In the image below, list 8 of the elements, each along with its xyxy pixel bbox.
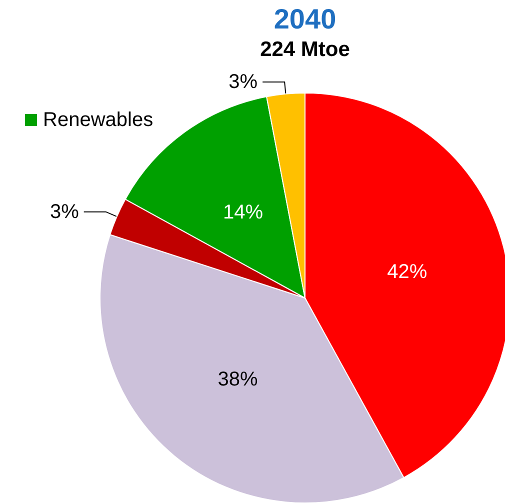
legend-label: Renewables [43, 109, 154, 131]
data-label: 42% [387, 260, 428, 283]
data-label: 38% [218, 368, 258, 390]
data-label: 14% [222, 202, 264, 224]
data-label: 3% [50, 200, 80, 223]
chart-title: 2040 [274, 4, 336, 34]
data-label: 3% [228, 70, 258, 93]
chart-subtitle: 224 Mtoe [260, 38, 350, 61]
